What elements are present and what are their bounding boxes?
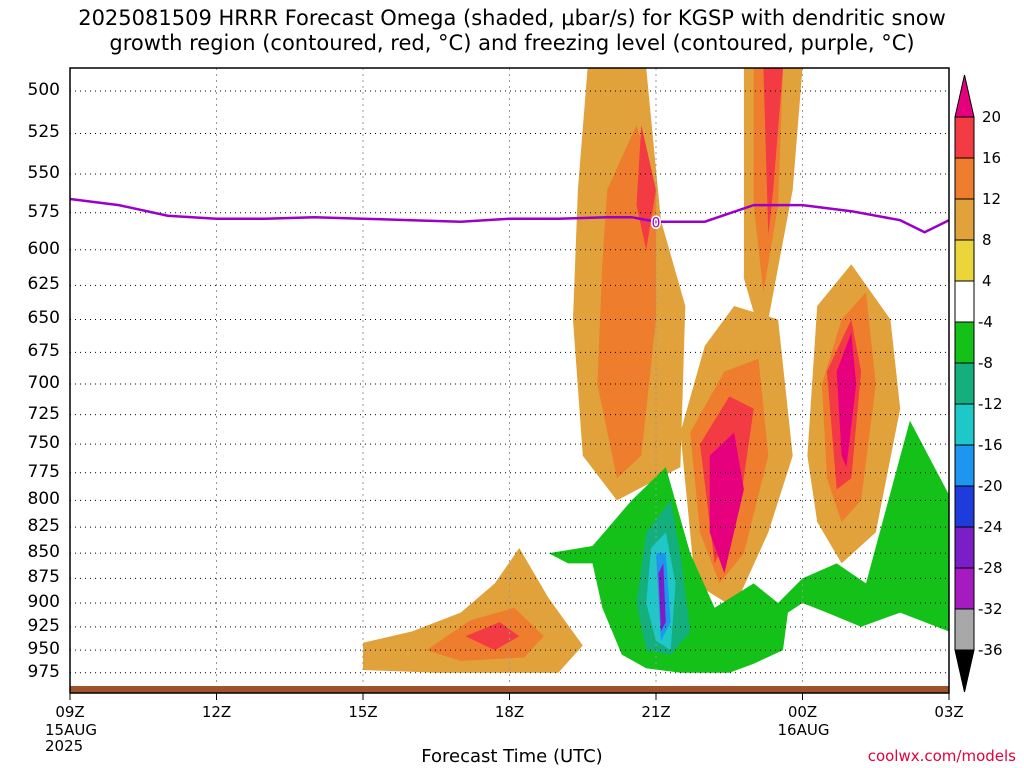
omega-region (709, 432, 744, 574)
colorbar-tick-label: -24 (978, 518, 1003, 536)
y-tick-label: 600 (27, 238, 60, 259)
y-tick-label: 700 (27, 373, 60, 394)
y-tick-label: 775 (27, 461, 60, 482)
y-tick-label: 500 (27, 79, 60, 100)
colorbar-tick-label: -20 (978, 477, 1003, 495)
y-tick-label: 650 (27, 308, 60, 329)
colorbar-tick-label: -4 (978, 313, 993, 331)
credit-link[interactable]: coolwx.com/models (867, 747, 1016, 765)
title-line-2: growth region (contoured, red, °C) and f… (109, 31, 915, 55)
y-tick-label: 625 (27, 274, 60, 295)
x-tick-marks (69, 693, 950, 700)
x-axis-label: Forecast Time (UTC) (421, 746, 603, 767)
y-tick-label: 675 (27, 341, 60, 362)
colorbar-segment (954, 239, 975, 282)
colorbar-tick-label: -28 (978, 559, 1003, 577)
x-tick-label: 12Z (201, 703, 232, 721)
colorbar-segment (954, 567, 975, 610)
colorbar-segment (954, 157, 975, 200)
y-tick-label: 525 (27, 122, 60, 143)
omega-region (658, 563, 666, 632)
x-date-label: 16AUG (777, 721, 830, 739)
omega-region (465, 622, 520, 651)
colorbar-tick-label: 12 (982, 190, 1002, 208)
colorbar-tick-label: -8 (978, 354, 993, 372)
colorbar-segment (954, 444, 975, 487)
y-tick-label: 900 (27, 591, 60, 612)
colorbar (954, 74, 975, 693)
x-tick-label: 00Z (787, 703, 818, 721)
x-date-label: 15AUG (45, 721, 97, 739)
freezing-level-contour: 0 (70, 197, 949, 234)
chart-title: 2025081509 HRRR Forecast Omega (shaded, … (0, 6, 1024, 56)
x-tick-label: 21Z (641, 703, 671, 721)
colorbar-tick-label: -36 (978, 641, 1003, 659)
y-tick-label: 825 (27, 516, 60, 537)
colorbar-segment (954, 403, 975, 446)
y-tick-label: 950 (27, 639, 60, 660)
colorbar-tick-label: 20 (982, 108, 1002, 126)
x-tick-label: 15Z (348, 703, 378, 721)
colorbar-tick-label: 4 (982, 272, 992, 290)
x-tick-label: 09Z (55, 703, 85, 721)
colorbar-segment (954, 198, 975, 241)
y-tick-label: 725 (27, 403, 60, 424)
freezing-level-label: 0 (652, 216, 661, 232)
colorbar-tick-label: 8 (982, 231, 992, 249)
colorbar-bottom-tip (954, 649, 975, 693)
omega-region (836, 332, 857, 468)
colorbar-segment (954, 321, 975, 364)
colorbar-tick-label: -16 (978, 436, 1003, 454)
omega-region (763, 68, 783, 236)
y-tick-label: 800 (27, 489, 60, 510)
title-line-1: 2025081509 HRRR Forecast Omega (shaded, … (78, 6, 946, 30)
y-tick-label: 850 (27, 542, 60, 563)
ground-strip (70, 686, 949, 693)
y-tick-label: 975 (27, 661, 60, 682)
y-tick-label: 550 (27, 162, 60, 183)
colorbar-tick-label: -32 (978, 600, 1003, 618)
omega-shading (363, 68, 949, 673)
colorbar-segment (954, 485, 975, 528)
colorbar-segment (954, 526, 975, 569)
colorbar-segment (954, 608, 975, 651)
freezing-level-line (70, 197, 949, 234)
x-tick-label: 18Z (494, 703, 525, 721)
x-tick-label: 03Z (934, 703, 964, 721)
grid-lines (70, 68, 949, 686)
y-tick-label: 925 (27, 615, 60, 636)
colorbar-tick-label: -12 (978, 395, 1003, 413)
colorbar-segment (954, 362, 975, 405)
colorbar-segment (954, 280, 975, 323)
colorbar-top-tip (954, 74, 975, 118)
colorbar-segment (954, 116, 975, 159)
y-tick-label: 875 (27, 567, 60, 588)
y-tick-label: 750 (27, 433, 60, 454)
colorbar-tick-label: 16 (982, 149, 1002, 167)
x-date-label: 2025 (45, 737, 84, 755)
y-tick-label: 575 (27, 201, 60, 222)
